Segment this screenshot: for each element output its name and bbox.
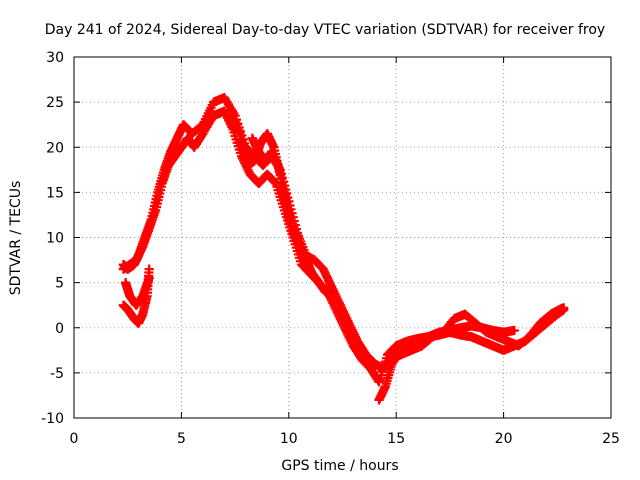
y-tick-label: -10 xyxy=(41,411,64,427)
x-tick-label: 25 xyxy=(602,431,620,447)
x-tick-label: 20 xyxy=(495,431,513,447)
x-tick-label: 0 xyxy=(70,431,79,447)
data-points xyxy=(118,93,569,405)
chart-title: Day 241 of 2024, Sidereal Day-to-day VTE… xyxy=(45,22,605,38)
series-track-f xyxy=(247,133,302,243)
series-track-d xyxy=(120,273,154,310)
series-track-c xyxy=(118,264,154,328)
y-axis-label: SDTVAR / TECUs xyxy=(8,181,24,296)
y-tick-label: 20 xyxy=(46,140,64,156)
y-tick-label: 30 xyxy=(46,50,64,66)
grid xyxy=(74,57,611,418)
axis-ticks: 0 5 10 15 20 25 -10 -5 0 5 10 15 20 25 30 xyxy=(41,50,620,447)
data-point xyxy=(559,303,569,313)
x-tick-label: 5 xyxy=(177,431,186,447)
series-track-g xyxy=(374,321,519,405)
y-tick-label: -5 xyxy=(50,366,64,382)
y-tick-label: 10 xyxy=(46,231,64,247)
y-tick-label: 5 xyxy=(55,276,64,292)
x-tick-label: 15 xyxy=(387,431,405,447)
y-tick-label: 25 xyxy=(46,95,64,111)
data-point xyxy=(144,273,154,283)
data-point xyxy=(327,291,337,301)
series-track-a xyxy=(118,106,569,387)
data-point xyxy=(144,264,154,274)
data-point xyxy=(509,325,519,336)
series-track-e xyxy=(226,111,337,301)
y-tick-label: 0 xyxy=(55,321,64,337)
data-point xyxy=(292,232,302,243)
x-axis-label: GPS time / hours xyxy=(281,458,398,474)
y-tick-label: 15 xyxy=(46,185,64,201)
x-tick-label: 10 xyxy=(280,431,298,447)
